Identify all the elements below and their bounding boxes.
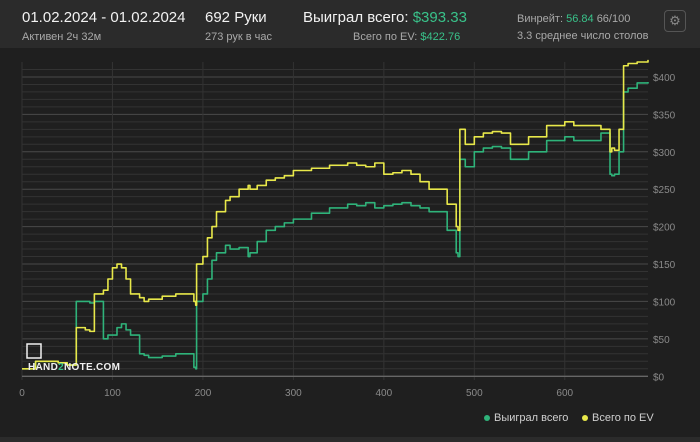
- y-tick-label: $300: [653, 148, 676, 159]
- y-tick-label: $50: [653, 335, 670, 346]
- stats-header: 01.02.2024 - 01.02.2024 Активен 2ч 32м 6…: [0, 0, 700, 48]
- legend-won-dot: [484, 415, 490, 422]
- winrate-value: 56.84: [566, 13, 594, 25]
- legend-won-label: Выиграл всего: [494, 412, 569, 424]
- ev-total: Всего по EV: $422.76: [353, 31, 460, 43]
- chart-area: $0 $50 $100 $150 $200 $250 $300 $350 $400 0 100 200…: [0, 48, 700, 437]
- y-tick-label: $100: [653, 297, 676, 308]
- date-range: 01.02.2024 - 01.02.2024: [22, 9, 186, 26]
- legend-ev-dot: [582, 415, 588, 422]
- gear-icon[interactable]: ⚙: [664, 10, 686, 32]
- hands-count: 692 Руки: [205, 9, 267, 26]
- legend-won[interactable]: Выиграл всего: [484, 412, 568, 424]
- legend-ev[interactable]: Всего по EV: [582, 412, 654, 424]
- ev-total-value: $422.76: [420, 31, 461, 43]
- tables-average: 3.3 среднее число столов: [517, 30, 649, 42]
- y-tick-label: $350: [653, 110, 676, 121]
- hands-per-hour: 273 рук в час: [205, 31, 273, 43]
- winrate: Винрейт: 56.84 66/100: [517, 13, 630, 25]
- active-time: Активен 2ч 32м: [22, 31, 102, 43]
- y-tick-label: $200: [653, 223, 676, 234]
- y-tick-label: $0: [653, 372, 665, 383]
- hand2note-logo: HAND2NOTE.COM: [28, 362, 120, 373]
- won-total: Выиграл всего: $393.33: [303, 9, 467, 26]
- y-tick-label: $250: [653, 185, 676, 196]
- winrate-suffix: 66/100: [596, 13, 631, 25]
- x-tick-label: 500: [466, 388, 483, 399]
- x-tick-label: 100: [104, 388, 121, 399]
- won-total-label: Выиграл всего:: [303, 9, 409, 26]
- x-tick-label: 600: [556, 388, 573, 399]
- x-tick-label: 400: [376, 388, 393, 399]
- series-line-ev: [22, 59, 649, 370]
- logo-post: NOTE.COM: [63, 362, 121, 373]
- series-line-won: [22, 81, 649, 370]
- ev-total-label: Всего по EV:: [353, 31, 418, 43]
- logo-mark-icon: [26, 343, 42, 359]
- logo-two: 2: [58, 362, 64, 373]
- y-tick-label: $400: [653, 73, 676, 84]
- profit-chart: $0 $50 $100 $150 $200 $250 $300 $350 $400 0 100 200…: [19, 59, 676, 399]
- x-tick-label: 300: [285, 388, 302, 399]
- winrate-label: Винрейт:: [517, 13, 564, 25]
- x-tick-label: 200: [195, 388, 212, 399]
- legend-ev-label: Всего по EV: [592, 412, 654, 424]
- won-total-value: $393.33: [412, 9, 467, 26]
- y-tick-label: $150: [653, 260, 676, 271]
- x-tick-label: 0: [19, 388, 25, 399]
- logo-pre: HAND: [28, 362, 59, 373]
